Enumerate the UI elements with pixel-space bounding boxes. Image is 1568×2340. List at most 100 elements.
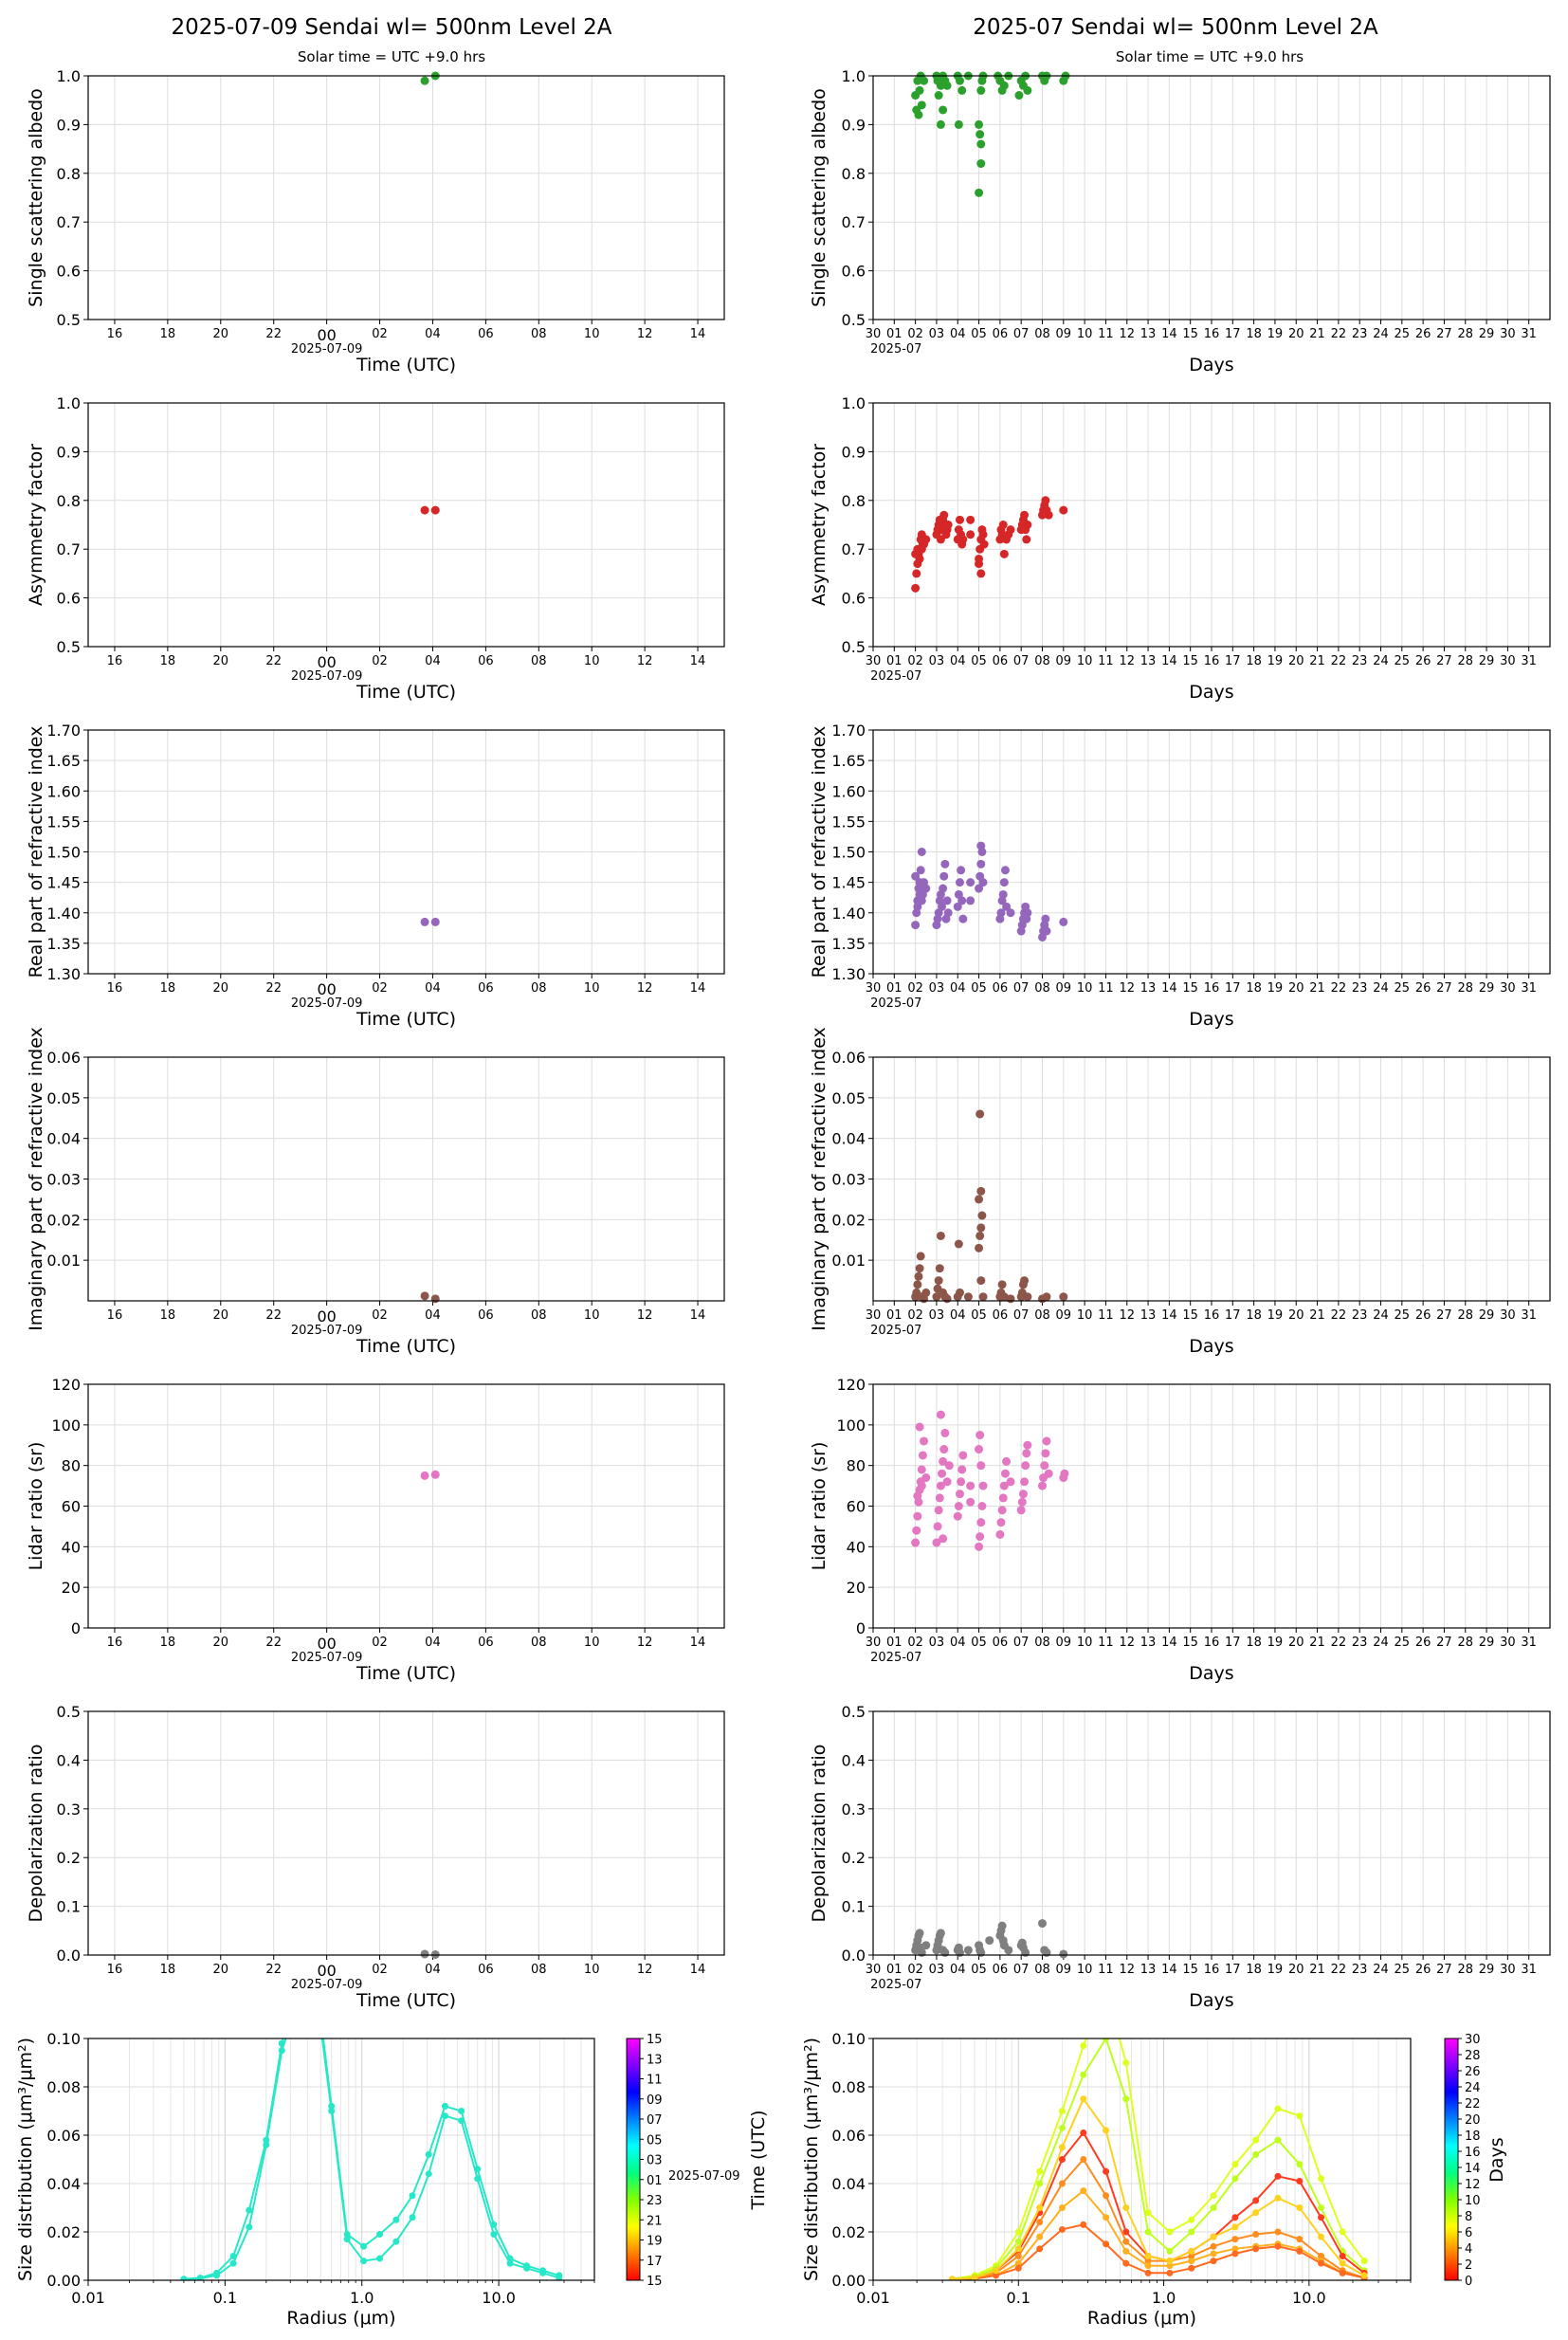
- imag_month-point: [916, 1252, 925, 1261]
- real_month-xtick-label: 14: [1161, 981, 1177, 996]
- real_day-ytick-label: 1.45: [46, 874, 81, 892]
- real_month-xtick-label: 07: [1013, 981, 1030, 996]
- size_month-series-point: [1080, 2221, 1087, 2228]
- size_month-series-point: [1318, 2259, 1325, 2267]
- right-colorbar-tick-label: 6: [1465, 2226, 1472, 2240]
- size_day-ytick-label: 0.02: [46, 2223, 81, 2241]
- real_month-point: [938, 902, 947, 911]
- size_month-series-point: [948, 2276, 956, 2280]
- lidar_month-point: [1016, 1506, 1026, 1515]
- real_month-point: [911, 871, 921, 881]
- left-colorbar-tick-label: 21: [647, 2214, 663, 2228]
- imag_day-ytick-label: 0.03: [46, 1171, 81, 1189]
- real_month-xtick-label: 12: [1119, 981, 1135, 996]
- size_month-series-point: [1166, 2269, 1174, 2276]
- lidar_month-xtick-label: 30: [866, 1636, 882, 1650]
- right-colorbar-tick-label: 0: [1465, 2275, 1472, 2289]
- size_month-series-point: [1122, 2247, 1130, 2255]
- real_month-point: [916, 866, 925, 875]
- real_month-point: [975, 884, 984, 893]
- lidar_month-point: [966, 1497, 975, 1507]
- asy_month-xtick-label: 08: [1034, 654, 1050, 668]
- size_day-series-point: [392, 2238, 400, 2245]
- size_month-series-point: [1080, 2129, 1087, 2136]
- size_month-series-point: [1296, 2177, 1304, 2185]
- ssa_month-xtick-label: 21: [1309, 327, 1325, 341]
- size_day-series-point: [490, 2231, 498, 2239]
- ssa_month-xtick-label: 10: [1077, 327, 1093, 341]
- asy_month-xtick-label: 19: [1267, 654, 1284, 668]
- depol_month-xtick-label: 31: [1521, 1963, 1537, 1977]
- size_month-series-point: [1360, 2258, 1368, 2265]
- size_month-series-line: [952, 2038, 1365, 2280]
- left-colorbar-tick-label: 03: [647, 2154, 663, 2168]
- size_month-series-point: [1103, 1987, 1109, 1994]
- lidar_month-ytick-label: 0: [856, 1619, 866, 1637]
- size_month-series-point: [1274, 2136, 1282, 2144]
- size_day-series-point: [229, 2259, 237, 2267]
- asy_month-xtick-label: 05: [971, 654, 987, 668]
- imag_month-xtick-label: 04: [950, 1308, 966, 1323]
- depol_month-ytick-label: 0.3: [842, 1801, 866, 1819]
- lidar_month-point: [918, 1451, 927, 1460]
- ssa_month-xtick-label: 04: [950, 327, 966, 341]
- lidar_month-point: [944, 1461, 954, 1471]
- depol_month-point: [1004, 1946, 1013, 1955]
- ssa_month-xtick-label: 07: [1013, 327, 1030, 341]
- imag_month-point: [936, 1231, 945, 1240]
- ssa_day-ytick-label: 0.8: [57, 165, 81, 183]
- size_month-series-line: [952, 2189, 1365, 2280]
- size_day-series-point: [409, 2214, 416, 2221]
- size_month-series-point: [1144, 2269, 1152, 2276]
- size_day-series-point: [246, 2223, 253, 2231]
- lidar_month-xtick-label: 22: [1331, 1636, 1347, 1650]
- asy_month-point: [921, 535, 931, 544]
- depol_day-ytick-label: 0.5: [57, 1703, 81, 1721]
- size_month-ytick-label: 0.04: [831, 2175, 866, 2193]
- ssa_month-ytick-label: 0.8: [842, 165, 866, 183]
- ssa_day-ylabel: Single scattering albedo: [26, 88, 46, 307]
- lidar_day-ytick-label: 60: [62, 1498, 81, 1516]
- asy_day-xtick-label: 22: [265, 654, 282, 668]
- asy_month-point: [1022, 535, 1031, 544]
- size_month-series-line: [952, 2096, 1365, 2280]
- lidar_month-xtick-label: 23: [1352, 1636, 1368, 1650]
- real_month-xtick-label: 29: [1479, 981, 1495, 996]
- asy_day-point: [420, 505, 429, 515]
- imag_day-xtick-label: 04: [425, 1308, 441, 1323]
- lidar_day-ytick-label: 20: [62, 1579, 81, 1597]
- imag_month-ylabel: Imaginary part of refractive index: [809, 1027, 830, 1331]
- right-colorbar-tick-label: 4: [1465, 2242, 1472, 2257]
- left-colorbar-label: Time (UTC): [748, 2110, 769, 2210]
- size_month-series-point: [1080, 2156, 1087, 2163]
- lidar_day-xtick-label: 22: [265, 1636, 282, 1650]
- right-colorbar-tick-label: 10: [1465, 2194, 1481, 2208]
- lidar_day-xtick-label: 18: [160, 1636, 176, 1650]
- size_day-ytick-label: 0.08: [46, 2078, 81, 2096]
- real_day-ytick-label: 1.60: [46, 782, 81, 800]
- ssa_month-point: [915, 85, 924, 95]
- imag_month-ytick-label: 0.01: [831, 1252, 866, 1270]
- ssa_month-xlabel: Days: [1189, 355, 1233, 375]
- ssa_day-xtick-label: 20: [213, 327, 229, 341]
- ssa_month-xtick-label: 01: [886, 327, 903, 341]
- imag_month-point: [913, 1280, 922, 1289]
- imag_month-point: [978, 1292, 988, 1302]
- asy_month-xtick-label: 10: [1077, 654, 1093, 668]
- size_month-ylabel: Size distribution (μm³/μm²): [801, 2038, 822, 2281]
- imag_month-xtick-label: 06: [993, 1308, 1009, 1323]
- lidar_day-xtick-label: 20: [213, 1636, 229, 1650]
- depol_month-xtick-label: 11: [1098, 1963, 1114, 1977]
- size_day-xtick-label: 0.01: [71, 2289, 105, 2307]
- ssa_day-ytick-label: 0.5: [57, 311, 81, 329]
- lidar_month-xtick-label: 06: [993, 1636, 1009, 1650]
- size_month-series-point: [1144, 2258, 1152, 2265]
- left-colorbar-tick-label: 05: [647, 2133, 663, 2148]
- lidar_month-xtick-label: 21: [1309, 1636, 1325, 1650]
- lidar_month-xtick-label: 10: [1077, 1636, 1093, 1650]
- real_month-xtick-label: 26: [1415, 981, 1431, 996]
- imag_month-point: [976, 1186, 986, 1196]
- depol_month-xtick-label: 14: [1161, 1963, 1177, 1977]
- lidar_month-point: [935, 1493, 944, 1503]
- size_month-series-point: [1058, 2144, 1066, 2151]
